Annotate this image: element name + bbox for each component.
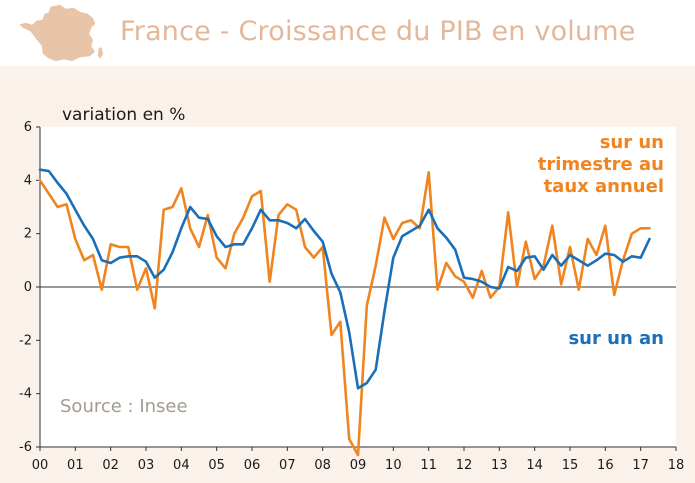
x-tick-label: 09 xyxy=(350,458,367,473)
chart-header: France - Croissance du PIB en volume xyxy=(0,0,695,66)
france-map-icon xyxy=(17,3,105,63)
x-tick-label: 05 xyxy=(208,458,225,473)
france-map-shape xyxy=(17,3,105,63)
x-tick-label: 04 xyxy=(173,458,190,473)
x-tick-label: 17 xyxy=(632,458,649,473)
legend-quarterly-line-3: taux annuel xyxy=(544,176,664,197)
y-tick-label: -4 xyxy=(19,387,32,402)
y-tick-label: -2 xyxy=(19,333,32,348)
x-tick-label: 08 xyxy=(314,458,331,473)
x-tick-label: 03 xyxy=(138,458,155,473)
x-tick-label: 02 xyxy=(102,458,119,473)
legend-annual: sur un an xyxy=(568,328,664,349)
legend-quarterly-line-1: sur un xyxy=(600,132,664,153)
x-tick-label: 13 xyxy=(491,458,508,473)
x-tick-label: 10 xyxy=(385,458,402,473)
x-tick-label: 01 xyxy=(67,458,84,473)
y-tick-label: 2 xyxy=(24,227,32,242)
x-tick-label: 16 xyxy=(597,458,614,473)
source-note: Source : Insee xyxy=(60,396,188,417)
x-tick-label: 12 xyxy=(456,458,473,473)
x-tick-label: 00 xyxy=(32,458,49,473)
x-tick-label: 11 xyxy=(420,458,437,473)
x-tick-label: 07 xyxy=(279,458,296,473)
legend-quarterly-line-2: trimestre au xyxy=(538,154,664,175)
x-tick-label: 06 xyxy=(244,458,261,473)
legend-quarterly: sur un trimestre au taux annuel xyxy=(538,132,664,197)
y-tick-label: 6 xyxy=(24,120,32,135)
y-tick-label: -6 xyxy=(19,440,32,455)
x-tick-label: 15 xyxy=(562,458,579,473)
y-tick-label: 0 xyxy=(24,280,32,295)
series-line-quarterly xyxy=(38,171,651,457)
series-line-annual xyxy=(38,168,651,390)
y-tick-label: 4 xyxy=(24,173,32,188)
y-axis-label: variation en % xyxy=(62,105,185,125)
x-tick-label: 18 xyxy=(668,458,685,473)
chart-title: France - Croissance du PIB en volume xyxy=(120,16,636,47)
x-tick-label: 14 xyxy=(526,458,543,473)
chart-panel: -6 -4 -2 0 2 4 6 00 01 02 03 04 05 06 07 08 09 10 11 12 13 14… xyxy=(0,66,695,483)
